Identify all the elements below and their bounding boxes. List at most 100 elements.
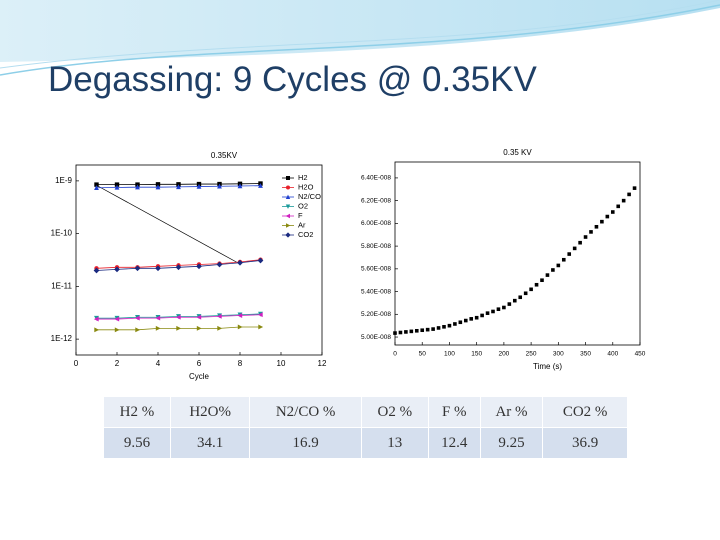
data-point: [196, 314, 202, 320]
legend-label: Ar: [298, 220, 306, 229]
data-point: [627, 192, 631, 197]
data-point: [114, 316, 120, 322]
chart-title: 0.35KV: [211, 151, 238, 160]
data-point: [217, 325, 223, 331]
data-point: [420, 328, 425, 333]
data-point: [605, 214, 610, 219]
y-tick-label: 6.00E-008: [361, 220, 391, 227]
data-point: [561, 257, 566, 262]
data-point: [237, 183, 243, 189]
data-point: [512, 298, 517, 303]
data-point: [540, 278, 544, 283]
x-axis-label: Cycle: [189, 372, 210, 381]
y-tick-label: 5.40E-008: [361, 288, 391, 295]
data-point: [114, 182, 120, 187]
table-cell: N2/CO %: [249, 396, 362, 428]
y-tick-label: 1E-9: [55, 176, 72, 185]
x-tick-label: 2: [115, 359, 120, 368]
data-point: [610, 210, 615, 214]
data-point: [216, 313, 222, 319]
data-point: [480, 313, 484, 318]
x-tick-label: 200: [498, 351, 509, 358]
legend-marker: [285, 213, 290, 219]
data-point: [94, 185, 99, 190]
chart-title: 0.35 KV: [503, 148, 532, 157]
swoosh-line: [0, 4, 720, 76]
data-point: [155, 325, 161, 331]
x-tick-label: 250: [526, 351, 537, 358]
table-cell: F %: [427, 396, 481, 428]
legend-marker: [286, 223, 291, 228]
data-point: [572, 246, 577, 251]
table-cell: 9.56: [103, 427, 171, 459]
data-point: [196, 263, 202, 270]
data-point: [496, 307, 501, 311]
data-point: [155, 265, 161, 272]
legend-label: F: [298, 211, 303, 220]
data-point: [258, 324, 264, 330]
x-tick-label: 400: [607, 351, 618, 358]
table-cell: 34.1: [169, 427, 251, 459]
data-point: [393, 331, 397, 335]
data-point: [491, 309, 495, 314]
data-point: [436, 326, 441, 330]
data-point: [237, 313, 243, 318]
data-point: [258, 183, 263, 188]
x-tick-label: 10: [277, 359, 286, 368]
data-point: [458, 320, 463, 325]
data-point: [257, 257, 264, 264]
x-axis-label: Time (s): [533, 362, 562, 371]
data-point: [529, 287, 533, 292]
legend-marker: [285, 204, 291, 209]
x-tick-label: 6: [197, 359, 202, 368]
x-tick-label: 150: [471, 351, 482, 358]
data-point: [176, 325, 182, 331]
data-point: [155, 315, 161, 321]
table-cell: CO2 %: [542, 396, 628, 428]
y-tick-label: 1E-12: [51, 334, 73, 343]
data-point: [409, 329, 414, 334]
data-point: [578, 240, 582, 245]
data-point: [414, 328, 419, 333]
y-tick-label: 1E-11: [51, 281, 72, 290]
x-tick-label: 450: [635, 351, 646, 358]
data-point: [583, 235, 588, 239]
x-tick-label: 50: [419, 351, 427, 358]
x-tick-label: 0: [393, 351, 397, 358]
data-point: [502, 305, 506, 310]
x-tick-label: 350: [580, 351, 591, 358]
table-cell: 36.9: [542, 427, 628, 459]
data-point: [175, 314, 181, 320]
data-point: [217, 183, 222, 189]
data-point: [485, 311, 490, 315]
data-point: [155, 184, 161, 190]
data-point: [551, 268, 555, 272]
y-tick-label: 5.00E-008: [361, 334, 391, 341]
data-point: [507, 302, 512, 306]
table-cell: O2 %: [360, 396, 429, 428]
data-point: [447, 323, 452, 328]
data-point: [463, 318, 468, 323]
plot-frame: [75, 164, 323, 356]
header-swoosh: [0, 0, 720, 62]
data-point: [114, 327, 120, 333]
data-point: [175, 264, 182, 271]
data-point: [176, 184, 181, 190]
data-point: [431, 327, 435, 331]
data-point: [257, 312, 263, 318]
table-cell: Ar %: [479, 396, 544, 428]
legend-label: H2O: [298, 182, 314, 191]
data-point: [469, 317, 474, 321]
plot-frame: [394, 161, 641, 346]
table-cell: 9.25: [479, 427, 544, 459]
x-tick-label: 300: [553, 351, 564, 358]
data-point: [196, 183, 202, 189]
data-point: [134, 265, 141, 272]
x-tick-label: 100: [444, 351, 455, 358]
data-point: [589, 230, 593, 234]
data-point: [93, 267, 100, 274]
x-tick-label: 4: [156, 359, 161, 368]
legend-label: H2: [298, 173, 308, 182]
data-point: [404, 330, 408, 334]
legend-marker: [285, 232, 291, 238]
